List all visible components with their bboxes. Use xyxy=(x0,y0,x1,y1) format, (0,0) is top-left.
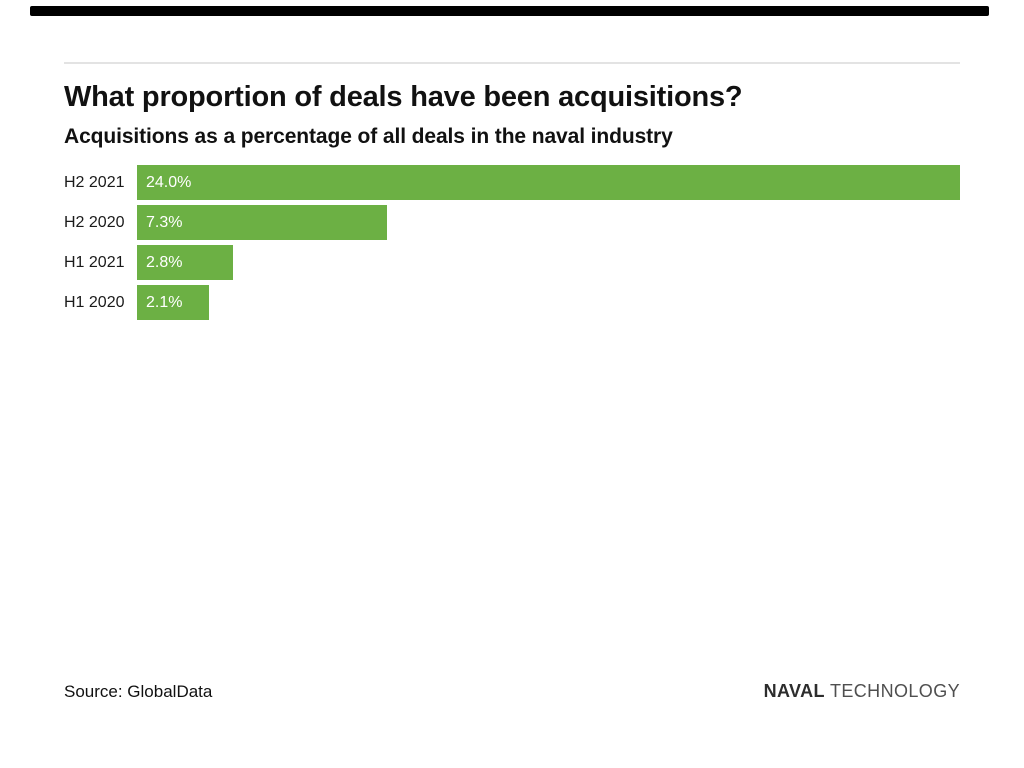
top-accent-bar xyxy=(30,6,989,16)
chart-title: What proportion of deals have been acqui… xyxy=(64,81,743,113)
bar-h1-2020 xyxy=(137,285,209,320)
bar-h1-2021 xyxy=(137,245,234,280)
bar-track: 2.8% xyxy=(137,245,960,280)
category-label: H1 2021 xyxy=(64,254,125,271)
bar-track: 2.1% xyxy=(137,285,960,320)
category-label: H2 2020 xyxy=(64,214,125,231)
bar-value-label: 2.8% xyxy=(146,254,183,271)
header-divider xyxy=(64,62,960,64)
bar-value-label: 7.3% xyxy=(146,214,183,231)
bar-row: H1 2021 2.8% xyxy=(64,245,960,280)
brand-name-bold: NAVAL xyxy=(763,681,825,701)
bar-row: H2 2020 7.3% xyxy=(64,205,960,240)
bar-h2-2021 xyxy=(137,165,960,200)
bar-chart: H2 2021 24.0% H2 2020 7.3% H1 2021 2.8% … xyxy=(64,165,960,325)
bar-h2-2020 xyxy=(137,205,388,240)
chart-subtitle: Acquisitions as a percentage of all deal… xyxy=(64,125,673,148)
category-label: H2 2021 xyxy=(64,174,125,191)
bar-value-label: 2.1% xyxy=(146,294,183,311)
bar-track: 7.3% xyxy=(137,205,960,240)
bar-value-label: 24.0% xyxy=(146,174,192,191)
bar-track: 24.0% xyxy=(137,165,960,200)
bar-row: H1 2020 2.1% xyxy=(64,285,960,320)
bar-row: H2 2021 24.0% xyxy=(64,165,960,200)
category-label: H1 2020 xyxy=(64,294,125,311)
brand-name-light: TECHNOLOGY xyxy=(824,681,960,701)
source-credit: Source: GlobalData xyxy=(64,682,213,701)
brand-logo: NAVAL TECHNOLOGY xyxy=(764,681,960,702)
